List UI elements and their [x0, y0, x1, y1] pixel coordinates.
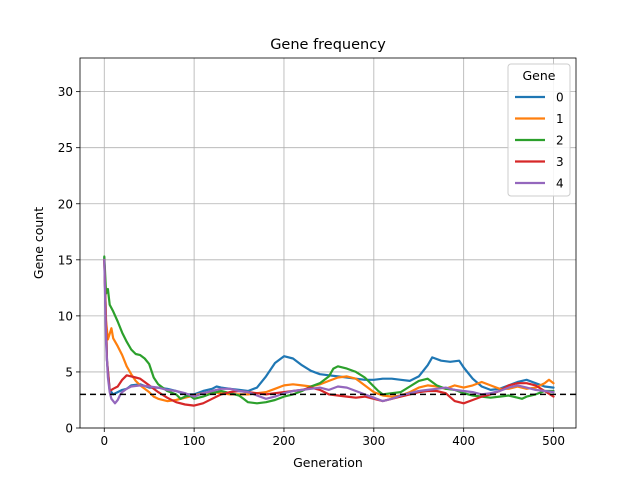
legend: Gene 0 1 2 3 4: [507, 63, 571, 197]
y-tick-label: 20: [58, 197, 73, 211]
legend-label-4: 4: [556, 177, 564, 191]
x-tick-label: 300: [362, 434, 385, 448]
x-tick-label: 0: [100, 434, 108, 448]
chart-title: Gene frequency: [270, 37, 386, 53]
y-axis-ticks: 0 5 10 15 20 25 30: [58, 85, 80, 436]
plot-frame: [79, 57, 577, 429]
legend-label-3: 3: [556, 155, 564, 169]
x-tick-label: 200: [273, 434, 296, 448]
legend-label-2: 2: [556, 134, 564, 148]
x-tick-label: 500: [542, 434, 565, 448]
y-tick-label: 5: [65, 365, 73, 379]
x-axis-ticks: 0 100 200 300 400 500: [100, 428, 565, 448]
legend-label-1: 1: [556, 112, 564, 126]
grid: [80, 58, 576, 429]
series-line-1: [103, 258, 555, 403]
legend-title: Gene: [523, 68, 556, 83]
x-axis-label: Generation: [293, 455, 363, 470]
y-tick-label: 30: [58, 85, 73, 99]
series-line-4: [103, 258, 555, 405]
y-tick-label: 10: [58, 309, 73, 323]
y-tick-label: 25: [58, 141, 73, 155]
series-group: [103, 255, 555, 407]
y-tick-label: 0: [65, 422, 73, 436]
x-tick-label: 400: [452, 434, 475, 448]
y-axis-label: Gene count: [31, 207, 46, 279]
y-tick-label: 15: [58, 253, 73, 267]
x-tick-label: 100: [183, 434, 206, 448]
legend-label-0: 0: [556, 91, 564, 105]
legend-items: 0 1 2 3 4: [515, 91, 564, 191]
